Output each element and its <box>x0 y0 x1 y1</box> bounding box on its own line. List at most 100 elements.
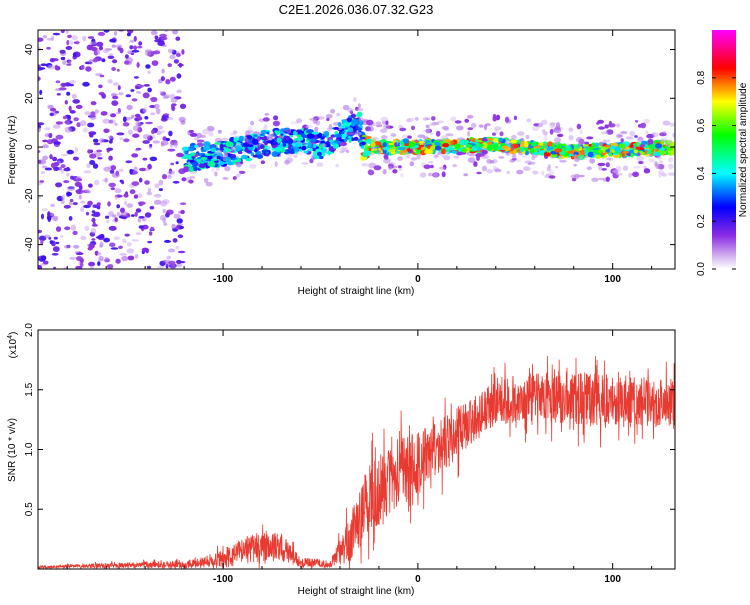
spectrogram-cell <box>108 225 117 231</box>
spectrogram-cell <box>73 244 80 249</box>
spectrogram-cell <box>162 44 167 48</box>
spectrogram-cell <box>337 122 342 127</box>
spectrogram-cell <box>661 172 667 177</box>
spectrogram-cell <box>103 166 111 172</box>
spectrogram-cell <box>187 146 195 152</box>
spectrogram-xtick-label: -100 <box>213 274 233 285</box>
spectrogram-cell <box>672 132 675 138</box>
snr-ytick-label: 2.0 <box>24 323 35 337</box>
spectrogram-cell <box>52 124 61 129</box>
spectrogram-cell <box>42 165 48 169</box>
spectrogram-cell <box>76 256 83 262</box>
spectrogram-cell <box>326 127 332 132</box>
spectrogram-cell <box>632 171 639 178</box>
spectrogram-cell <box>385 120 389 126</box>
spectrogram-cell <box>275 146 282 153</box>
spectrogram-cell <box>108 182 116 188</box>
spectrogram-cell <box>154 35 159 40</box>
spectrogram-cell <box>42 144 49 149</box>
spectrogram-cell <box>90 111 96 117</box>
spectrogram-cell <box>451 150 458 154</box>
spectrogram-cell <box>196 142 204 147</box>
spectrogram-cell <box>517 131 525 136</box>
spectrogram-cell <box>63 245 71 249</box>
spectrogram-cell <box>191 161 199 167</box>
spectrogram-cell <box>89 160 96 165</box>
spectrogram-cell <box>60 153 69 157</box>
spectrogram-cell <box>40 213 45 220</box>
spectrogram-cell <box>605 162 610 168</box>
spectrogram-cell <box>149 156 158 162</box>
spectrogram-ytick-label: 20 <box>24 92 35 104</box>
spectrogram-cell <box>430 145 436 151</box>
spectrogram-cell <box>135 85 139 90</box>
spectrogram-cell <box>430 132 434 136</box>
spectrogram-cell <box>341 148 347 152</box>
spectrogram-cell <box>543 175 548 179</box>
spectrogram-cell <box>238 170 246 174</box>
spectrogram-cell <box>431 116 436 121</box>
spectrogram-cell <box>422 129 426 133</box>
spectrogram-cell <box>307 141 312 148</box>
spectrogram-cell <box>64 226 71 231</box>
spectrogram-cell <box>662 120 671 126</box>
spectrogram-cell <box>643 168 651 174</box>
spectrogram-cell <box>207 156 212 160</box>
spectrogram-cell <box>346 132 355 136</box>
spectrogram-cell <box>582 144 589 147</box>
spectrogram-cell <box>247 144 254 147</box>
spectrogram-cell <box>506 170 511 175</box>
spectrogram-cell <box>309 118 317 121</box>
spectrogram-cell <box>383 124 390 130</box>
spectrogram-cell <box>97 157 103 160</box>
spectrogram-cell <box>481 156 488 159</box>
spectrogram-frame <box>37 29 676 270</box>
spectrogram-cell <box>221 137 229 141</box>
spectrogram-cell <box>586 166 592 171</box>
spectrogram-cell <box>524 150 529 156</box>
spectrogram-cell <box>407 135 412 139</box>
spectrogram-cell <box>211 166 215 173</box>
spectrogram-cell <box>75 265 83 269</box>
spectrogram-cell <box>137 218 142 223</box>
snr-panel: -100 0 100 0.5 1.0 1.5 2.0 Height of straight … <box>7 323 676 597</box>
colorbar-tick-label: 0.2 <box>696 214 707 228</box>
spectrogram-cell <box>307 148 314 152</box>
spectrogram-cell <box>252 139 259 145</box>
spectrogram-cell <box>95 73 103 76</box>
spectrogram-cell <box>170 263 176 269</box>
spectrogram-cell <box>486 159 492 164</box>
spectrogram-cell <box>608 152 613 157</box>
spectrogram-cell <box>172 238 178 243</box>
spectrogram-cell <box>645 130 649 135</box>
spectrogram-cell <box>577 142 582 149</box>
spectrogram-cell <box>107 201 111 207</box>
spectrogram-cell <box>454 120 462 124</box>
spectrogram-cell <box>286 153 295 158</box>
spectrogram-cell <box>131 170 139 175</box>
spectrogram-cell <box>59 49 66 54</box>
spectrogram-cell <box>382 142 387 148</box>
spectrogram-cell <box>261 149 269 153</box>
spectrogram-cell <box>180 202 187 205</box>
spectrogram-cell <box>339 141 347 147</box>
spectrogram-cell <box>276 137 282 143</box>
spectrogram-cell <box>99 138 105 144</box>
spectrogram-cell <box>554 148 562 153</box>
spectrogram-cell <box>428 172 433 177</box>
spectrogram-cell <box>516 169 524 175</box>
spectrogram-cell <box>646 151 652 155</box>
spectrogram-cell <box>306 133 315 139</box>
spectrogram-cell <box>64 100 68 105</box>
spectrogram-cell <box>347 127 354 132</box>
spectrogram-cell <box>465 144 473 148</box>
spectrogram-cell <box>75 104 83 109</box>
spectrogram-ytick-label: -40 <box>24 237 35 252</box>
spectrogram-cell <box>109 119 116 124</box>
spectrogram-cell <box>159 214 167 221</box>
spectrogram-cell <box>105 215 110 219</box>
spectrogram-cell <box>629 149 636 156</box>
spectrogram-cell <box>669 122 675 127</box>
spectrogram-cell <box>606 139 611 143</box>
